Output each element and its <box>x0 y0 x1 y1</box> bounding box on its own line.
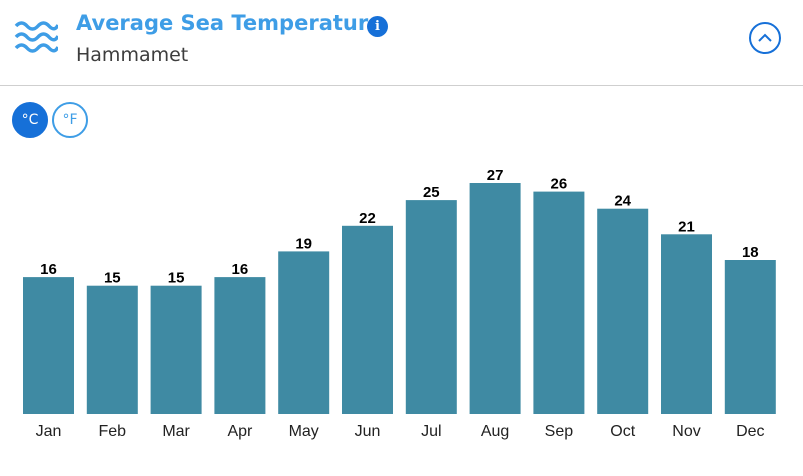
bar-apr <box>214 277 266 414</box>
x-tick-oct: Oct <box>610 423 635 440</box>
fahrenheit-toggle-button[interactable]: °F <box>52 102 88 138</box>
bar-feb <box>86 285 138 414</box>
data-label-apr: 16 <box>232 261 249 278</box>
x-tick-may: May <box>289 423 319 440</box>
x-tick-jan: Jan <box>36 423 62 440</box>
bar-jan <box>23 277 74 414</box>
chevron-up-icon <box>758 33 772 42</box>
waves-icon <box>14 21 58 53</box>
page-title: Average Sea Temperature <box>76 11 383 35</box>
x-tick-apr: Apr <box>227 423 253 440</box>
celsius-toggle-button[interactable]: °C <box>12 102 48 138</box>
x-tick-jul: Jul <box>421 423 441 440</box>
bar-dec <box>724 260 776 414</box>
bar-sep <box>533 191 585 414</box>
location-subtitle: Hammamet <box>76 44 189 66</box>
bar-jun <box>342 225 393 414</box>
data-label-jun: 22 <box>359 210 376 227</box>
data-label-nov: 21 <box>678 218 695 235</box>
data-label-oct: 24 <box>614 193 631 210</box>
data-label-jul: 25 <box>423 184 440 201</box>
x-tick-jun: Jun <box>355 423 381 440</box>
data-label-aug: 27 <box>487 167 504 184</box>
x-tick-feb: Feb <box>99 423 127 440</box>
x-tick-sep: Sep <box>545 423 574 440</box>
data-label-dec: 18 <box>742 244 759 261</box>
data-label-feb: 15 <box>104 270 121 287</box>
card-header: Average Sea Temperature i Hammamet <box>0 0 803 86</box>
x-tick-dec: Dec <box>736 423 764 440</box>
info-icon[interactable]: i <box>367 16 388 37</box>
x-tick-nov: Nov <box>672 423 700 440</box>
data-label-may: 19 <box>295 235 312 252</box>
x-tick-mar: Mar <box>162 423 190 440</box>
bar-jul <box>405 200 457 414</box>
collapse-button[interactable] <box>749 22 781 54</box>
data-label-sep: 26 <box>551 176 568 193</box>
bar-aug <box>469 183 521 414</box>
bar-mar <box>150 285 202 414</box>
data-label-mar: 15 <box>168 270 185 287</box>
sea-temperature-bar-chart: 16 Jan 15 Feb 15 Mar 16 Apr 19 May 22 Jun 25 Jul 27 Aug… <box>23 167 776 440</box>
bar-oct <box>597 208 649 414</box>
data-label-jan: 16 <box>40 261 57 278</box>
bar-may <box>278 251 330 414</box>
x-tick-aug: Aug <box>481 423 509 440</box>
bar-nov <box>661 234 712 414</box>
